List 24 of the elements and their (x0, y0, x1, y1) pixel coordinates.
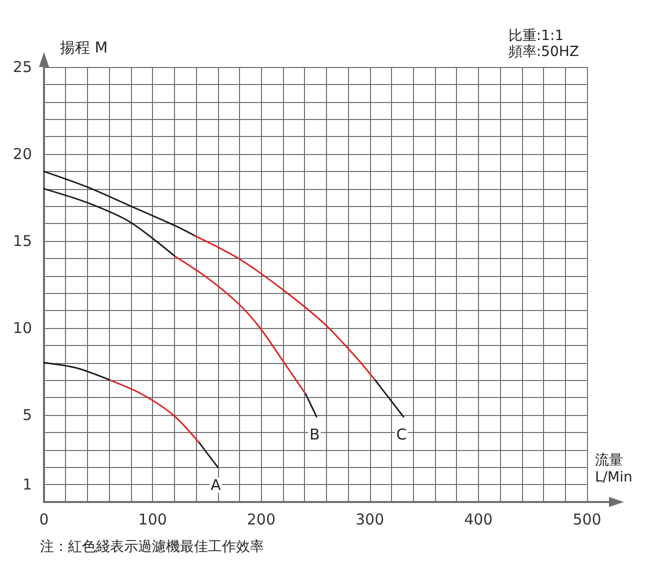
y-tick-label: 10 (12, 319, 32, 337)
x-tick-label: 300 (355, 510, 384, 528)
line-series (109, 379, 200, 444)
y-tick-label: 20 (12, 145, 32, 163)
x-tick-label: 0 (39, 510, 49, 528)
x-axis-title: 流量 L/Min (595, 452, 632, 486)
x-tick-label: 200 (246, 510, 276, 528)
y-tick-label: 25 (12, 58, 32, 76)
y-axis-title: 揚程 M (60, 38, 108, 56)
line-series (194, 235, 376, 381)
y-tick-label: 5 (22, 406, 32, 424)
x-tick-label: 400 (464, 510, 493, 528)
series-label: A (210, 476, 222, 494)
y-tick-label: 1 (22, 476, 32, 494)
x-tick-label: 500 (572, 510, 602, 528)
line-series (174, 256, 306, 395)
text: 注：紅色綫表示過濾機最佳工作效率 (40, 539, 264, 555)
line-series (43, 170, 196, 237)
y-tick-label: 15 (12, 232, 32, 250)
series-label: C (396, 426, 407, 444)
text: 比重:1:1 頻率:50HZ (508, 28, 580, 60)
series-label: B (309, 426, 320, 444)
line-series (43, 188, 176, 258)
x-tick-label: 100 (138, 510, 167, 528)
